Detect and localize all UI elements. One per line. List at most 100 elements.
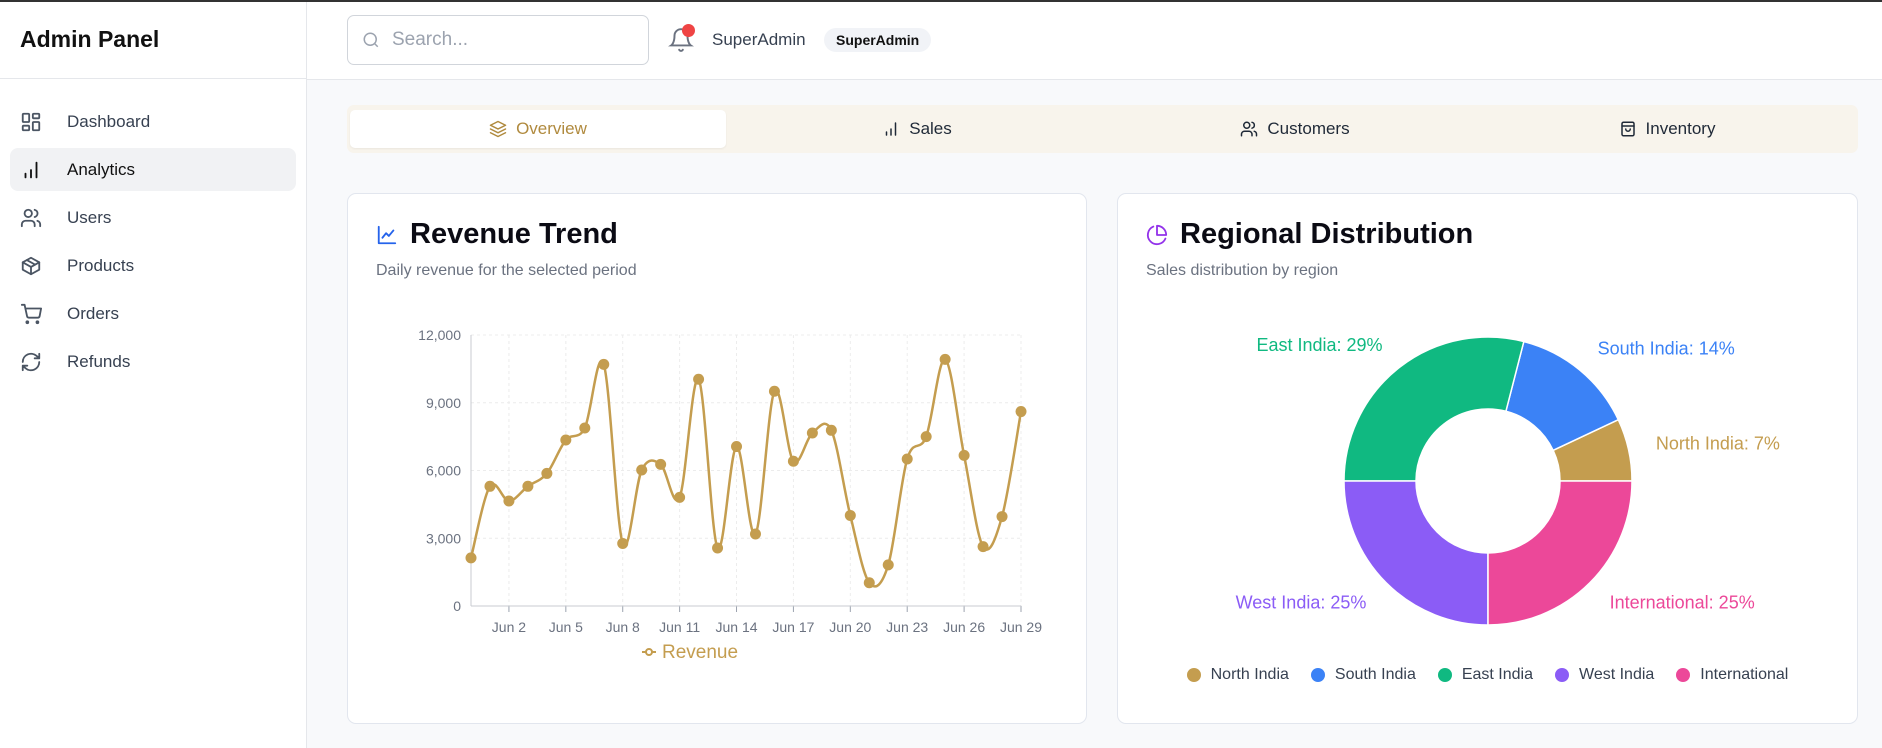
x-tick-label: Jun 5 [549,619,583,635]
users-icon [1241,121,1258,137]
notification-dot [682,24,695,37]
slice-label-international: International: 25% [1610,593,1755,613]
legend-item-south-india[interactable]: South India [1310,666,1416,684]
layers-icon [489,120,507,138]
legend-swatch [1310,668,1325,682]
legend-label: Revenue [662,642,738,663]
y-tick-label: 9,000 [426,395,461,411]
package-icon [21,256,41,275]
legend-swatch [1676,668,1691,682]
app-title: Admin Panel [20,26,160,52]
sidebar-item-users[interactable]: Users [10,196,296,239]
card-title-text: Regional Distribution [1180,218,1474,250]
users-icon [20,208,42,227]
data-point [825,424,837,436]
slice-label-east-india: East India: 29% [1256,335,1382,355]
data-point [1015,406,1027,418]
slice-international [1487,480,1633,626]
y-tick-label: 6,000 [426,463,461,479]
data-point [787,455,799,467]
legend-label: East India [1461,666,1533,683]
data-point [674,491,686,503]
data-point [882,559,894,571]
revenue-trend-card: Revenue Trend Daily revenue for the sele… [347,193,1087,724]
data-point [655,458,667,470]
legend-marker [645,648,653,656]
sidebar-item-label: Dashboard [67,111,151,131]
card-subtitle: Sales distribution by region [1146,262,1339,279]
tab-label: Sales [909,119,952,138]
y-tick-label: 0 [453,598,461,614]
data-point [541,467,553,479]
search-input[interactable] [392,29,632,51]
tab-label: Inventory [1645,119,1716,138]
sidebar-item-analytics[interactable]: Analytics [10,148,296,191]
refresh-icon [21,352,41,371]
data-point [958,449,970,461]
data-point [579,422,591,434]
slice-west-india [1343,480,1489,626]
data-point [768,385,780,397]
x-tick-label: Jun 2 [492,619,526,635]
x-tick-label: Jun 14 [715,619,757,635]
tab-bar: Overview Sales Customers Inventory [347,105,1858,153]
revenue-line-chart: 0 3,000 6,000 9,000 12,000 Jun 2 Jun 5 Jun 8 Jun… [418,327,1042,663]
sidebar-item-orders[interactable]: Orders [10,292,296,335]
tab-overview[interactable]: Overview [350,110,726,148]
data-point [920,431,932,443]
bell-icon[interactable] [668,26,694,54]
data-point [844,509,856,521]
revenue-line [469,358,1023,588]
data-point [484,480,496,492]
legend-item-west-india[interactable]: West India [1555,666,1654,684]
legend-item-international[interactable]: International [1676,666,1788,684]
data-point [901,453,913,465]
x-tick-label: Jun 11 [659,619,700,635]
sidebar-item-label: Products [67,255,135,275]
tab-customers[interactable]: Customers [1107,110,1483,148]
data-point [636,464,648,476]
legend-item-north-india[interactable]: North India [1186,666,1289,684]
x-tick-label: Jun 17 [772,619,814,635]
data-point [806,427,818,439]
data-point [503,495,515,507]
data-point [996,511,1008,523]
card-title: Revenue Trend [376,218,618,251]
data-point [693,373,705,385]
sidebar: Admin Panel Dashboard Analytics Users Pr… [0,2,307,748]
slice-label-west-india: West India: 25% [1236,593,1367,613]
regional-donut-chart: North India: 7% South India: 14% East Indi… [1236,335,1780,626]
legend-item-east-india[interactable]: East India [1437,666,1533,684]
data-point [977,541,989,553]
shopping-cart-icon [20,303,42,324]
sidebar-item-refunds[interactable]: Refunds [10,340,296,383]
x-tick-label: Jun 26 [943,619,985,635]
role-badge: SuperAdmin [824,28,932,52]
trending-line-icon [377,225,397,244]
search-box[interactable] [347,15,649,65]
x-tick-label: Jun 29 [1000,619,1042,635]
data-point [465,552,477,564]
sidebar-item-label: Users [67,207,112,227]
data-point [712,542,724,554]
tab-label: Overview [516,119,587,138]
data-point [617,537,629,549]
pie-legend: North India South India East India West … [1118,666,1857,684]
legend-label: South India [1334,666,1416,683]
sidebar-item-products[interactable]: Products [10,244,296,287]
sidebar-item-dashboard[interactable]: Dashboard [10,100,296,143]
bar-chart-icon [885,122,897,136]
slice-label-north-india: North India: 7% [1656,433,1780,453]
tab-inventory[interactable]: Inventory [1479,110,1855,148]
data-point [731,441,743,453]
sidebar-item-label: Analytics [67,159,136,179]
data-point [939,353,951,365]
legend-label: North India [1210,666,1289,683]
slice-east-india [1343,336,1525,482]
data-point [522,480,534,492]
tab-label: Customers [1267,119,1350,138]
pie-chart-icon [1146,224,1168,245]
legend-swatch [1437,668,1452,682]
tab-sales[interactable]: Sales [729,110,1105,148]
sidebar-item-label: Refunds [67,351,131,371]
